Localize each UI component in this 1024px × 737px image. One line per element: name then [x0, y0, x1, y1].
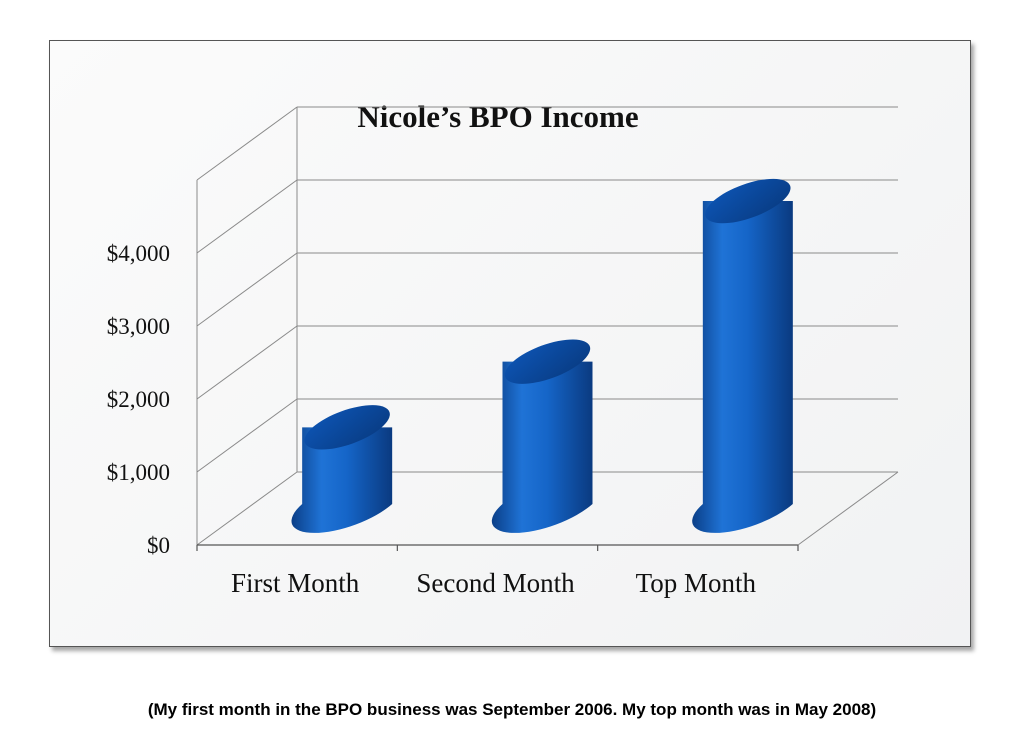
- bar: [491, 339, 593, 533]
- gridline-side: [196, 106, 298, 181]
- x-tick-label: Top Month: [636, 568, 757, 598]
- axis-labels: $0 $1,000 $2,000 $3,000 $4,000 First Month Sec…: [107, 241, 757, 598]
- grid-lines: [196, 106, 899, 551]
- gridline-side: [196, 398, 298, 473]
- bar-top: [304, 405, 390, 450]
- y-tick-label: $3,000: [107, 314, 170, 339]
- bar: [291, 405, 393, 533]
- bar-top: [705, 178, 791, 224]
- gridline-side: [196, 325, 298, 400]
- chart-title: Nicole’s BPO Income: [357, 99, 638, 134]
- bars: [291, 178, 793, 533]
- gridline-side: [196, 471, 298, 546]
- bar-body: [291, 427, 393, 533]
- y-tick-label: $4,000: [107, 241, 170, 266]
- bar-body: [692, 201, 793, 533]
- y-tick-label: $0: [147, 533, 170, 558]
- chart-caption: (My first month in the BPO business was …: [147, 700, 877, 719]
- y-tick-label: $1,000: [107, 460, 170, 485]
- chart-frame: [49, 40, 971, 647]
- bar-top: [504, 339, 591, 384]
- bar: [692, 178, 793, 533]
- y-tick-label: $2,000: [107, 387, 170, 412]
- gridline-side: [196, 179, 298, 254]
- x-tick-label: First Month: [231, 568, 360, 598]
- x-tick-label: Second Month: [416, 568, 575, 598]
- floor-right-edge: [797, 471, 899, 546]
- gridline-side: [196, 252, 298, 327]
- bar-body: [491, 361, 593, 533]
